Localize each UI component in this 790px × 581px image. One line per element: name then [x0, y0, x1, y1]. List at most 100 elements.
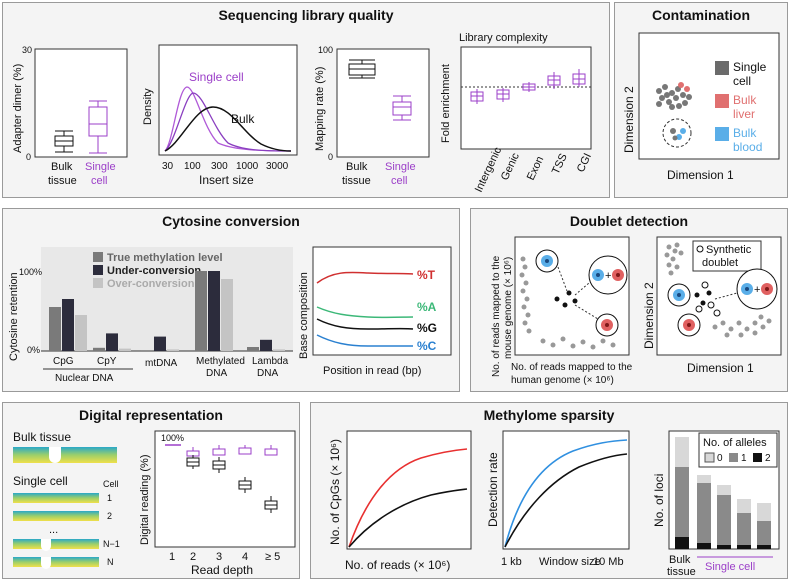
- cyto-cat-mtdna: mtDNA: [145, 358, 178, 369]
- insert-tick-3: 1000: [236, 161, 259, 172]
- cyto-cat-lambda-b: DNA: [257, 368, 278, 379]
- sparsity-graphics: No. of CpGs (× 10⁶) No. of reads (× 10⁶)…: [328, 430, 780, 578]
- cyto-bar: [247, 347, 259, 351]
- doublet-plus-2: +: [754, 284, 760, 296]
- cell-index-2: 2: [107, 511, 112, 521]
- cell-ellipsis: ...: [49, 524, 58, 536]
- adapter-box-bulk: [54, 130, 74, 153]
- doublet-dim1: Dimension 1: [687, 361, 754, 375]
- cell-index-1: 1: [107, 493, 112, 503]
- insert-tick-1: 100: [184, 161, 201, 172]
- sparsity-bulk-2: tissue: [667, 566, 696, 578]
- adapter-plot-area: [34, 48, 128, 158]
- doublet-plus-1: +: [605, 270, 611, 282]
- legend-swatch-blood: [715, 127, 729, 141]
- base-label-t: %T: [417, 268, 436, 282]
- sparsity-p2-area: [502, 430, 630, 550]
- doublet-synthetic-legend: Synthetic doublet: [692, 240, 762, 272]
- cell-index-n1: N−1: [103, 539, 120, 549]
- insert-ticks: 30 100 300 1000 3000: [162, 161, 289, 172]
- digital-cell-label: Cell: [103, 479, 119, 489]
- complexity-title: Library complexity: [459, 32, 548, 44]
- digital-graphics: Bulk tissue Single cell Cell 1 2 ... N−1…: [13, 430, 296, 577]
- legend-swatch-under: [93, 265, 103, 275]
- cell-strand-n: [13, 557, 99, 567]
- complexity-box-exon: [522, 82, 536, 92]
- mapping-ymax: 100: [318, 45, 333, 55]
- panel-doublet-detection: Doublet detection No. of reads mapped to…: [470, 208, 788, 392]
- sparsity-p1-xlabel: No. of reads (× 10⁶): [345, 558, 450, 572]
- panel-title: Cytosine conversion: [162, 213, 300, 229]
- sparsity-p2-xmax: 10 Mb: [593, 556, 624, 568]
- contamination-points: [656, 82, 692, 148]
- cyto-bar: [154, 336, 166, 351]
- digital-bulk-label: Bulk tissue: [13, 430, 71, 444]
- cyto-bar: [195, 271, 207, 351]
- base-xlabel: Position in read (bp): [323, 365, 421, 377]
- cytosine-bars: [49, 271, 285, 351]
- base-curve-g: [316, 318, 414, 330]
- base-label-a: %A: [417, 300, 437, 314]
- insert-bulk-curve: [164, 106, 292, 152]
- cyto-bar: [141, 350, 153, 351]
- digital-xtick-3: 3: [216, 551, 222, 563]
- legend-over: Over-conversion: [107, 278, 195, 290]
- legend-swatch-over: [93, 278, 103, 288]
- adapter-ymax: 30: [22, 45, 32, 55]
- doublet-callouts-1: +: [535, 249, 628, 337]
- doublet-xlabel2: human genome (× 10⁶): [511, 375, 614, 386]
- cyto-bar: [106, 333, 118, 351]
- doublet-scatter2-points: [664, 242, 772, 338]
- cytosine-ylabel: Cytosine retention: [8, 272, 20, 361]
- contamination-legend: Single cell Bulk liver Bulk blood: [715, 60, 767, 154]
- doublet-synthetic-2: doublet: [702, 257, 738, 269]
- cell-strand-n-notch: [41, 557, 51, 569]
- adapter-x2b: cell: [91, 175, 108, 187]
- bulk-tissue-notch: [49, 447, 61, 463]
- doublet-ylabel1: No. of reads mapped to the: [491, 255, 502, 377]
- cyto-bar: [62, 299, 74, 351]
- doublet-callouts-2: +: [667, 268, 778, 337]
- insert-tick-2: 300: [211, 161, 228, 172]
- base-curve-c: [316, 334, 413, 347]
- cyto-bar: [260, 339, 272, 351]
- adapter-x1b: tissue: [48, 175, 77, 187]
- adapter-box-single: [88, 100, 108, 154]
- mapping-x1a: Bulk: [346, 161, 368, 173]
- digital-plot-area: [154, 430, 296, 548]
- adapter-ylabel: Adapter dimer (%): [12, 64, 24, 153]
- doublet-xlabel1: No. of reads mapped to the: [511, 362, 633, 373]
- cytosine-graphics: Cytosine retention 100% 0% True methylat…: [8, 246, 452, 384]
- digital-xtick-2: 2: [190, 551, 196, 563]
- cell-strand-1: [13, 493, 99, 503]
- cyto-bar: [49, 307, 61, 351]
- digital-xticks: 1 2 3 4 ≥ 5: [169, 551, 280, 563]
- panel-title: Sequencing library quality: [218, 7, 394, 23]
- insert-single-curve-2: [164, 92, 292, 152]
- digital-single-label: Single cell: [13, 474, 68, 488]
- cyto-cat-lambda-a: Lambda: [252, 356, 289, 367]
- panel-methylome-sparsity: Methylome sparsity No. of CpGs (× 10⁶) N…: [310, 402, 788, 579]
- sparsity-p1-ylabel: No. of CpGs (× 10⁶): [328, 439, 342, 545]
- mapping-x2b: cell: [391, 175, 408, 187]
- legend-swatch-2: [753, 453, 762, 462]
- mapping-x2a: Single: [385, 161, 416, 173]
- legend-blood-1: Bulk: [733, 126, 757, 140]
- contamination-ylabel: Dimension 2: [622, 86, 636, 153]
- digital-xtick-5: ≥ 5: [265, 551, 280, 563]
- sparsity-p1-black-curve: [348, 488, 468, 548]
- doublet-synthetic-1: Synthetic: [706, 244, 752, 256]
- complexity-box-intergenic: [470, 89, 484, 104]
- single-cell-strands: 1 2 ... N−1 N: [13, 493, 120, 569]
- cyto-bar: [167, 349, 179, 351]
- digital-xtick-1: 1: [169, 551, 175, 563]
- complexity-box-tss: [547, 72, 561, 89]
- mapping-ymin: 0: [328, 152, 333, 162]
- panel-contamination: Contamination Dimension 2 Dimension 1 Si…: [614, 2, 788, 198]
- cell-strand-n1-notch: [41, 539, 51, 551]
- digital-xlabel: Read depth: [191, 563, 253, 577]
- cyto-nuclear: Nuclear DNA: [55, 373, 114, 384]
- doublet-dim2: Dimension 2: [642, 282, 656, 349]
- sparsity-p2-xlabel: Window size: [539, 556, 601, 568]
- panel-title: Digital representation: [79, 407, 223, 423]
